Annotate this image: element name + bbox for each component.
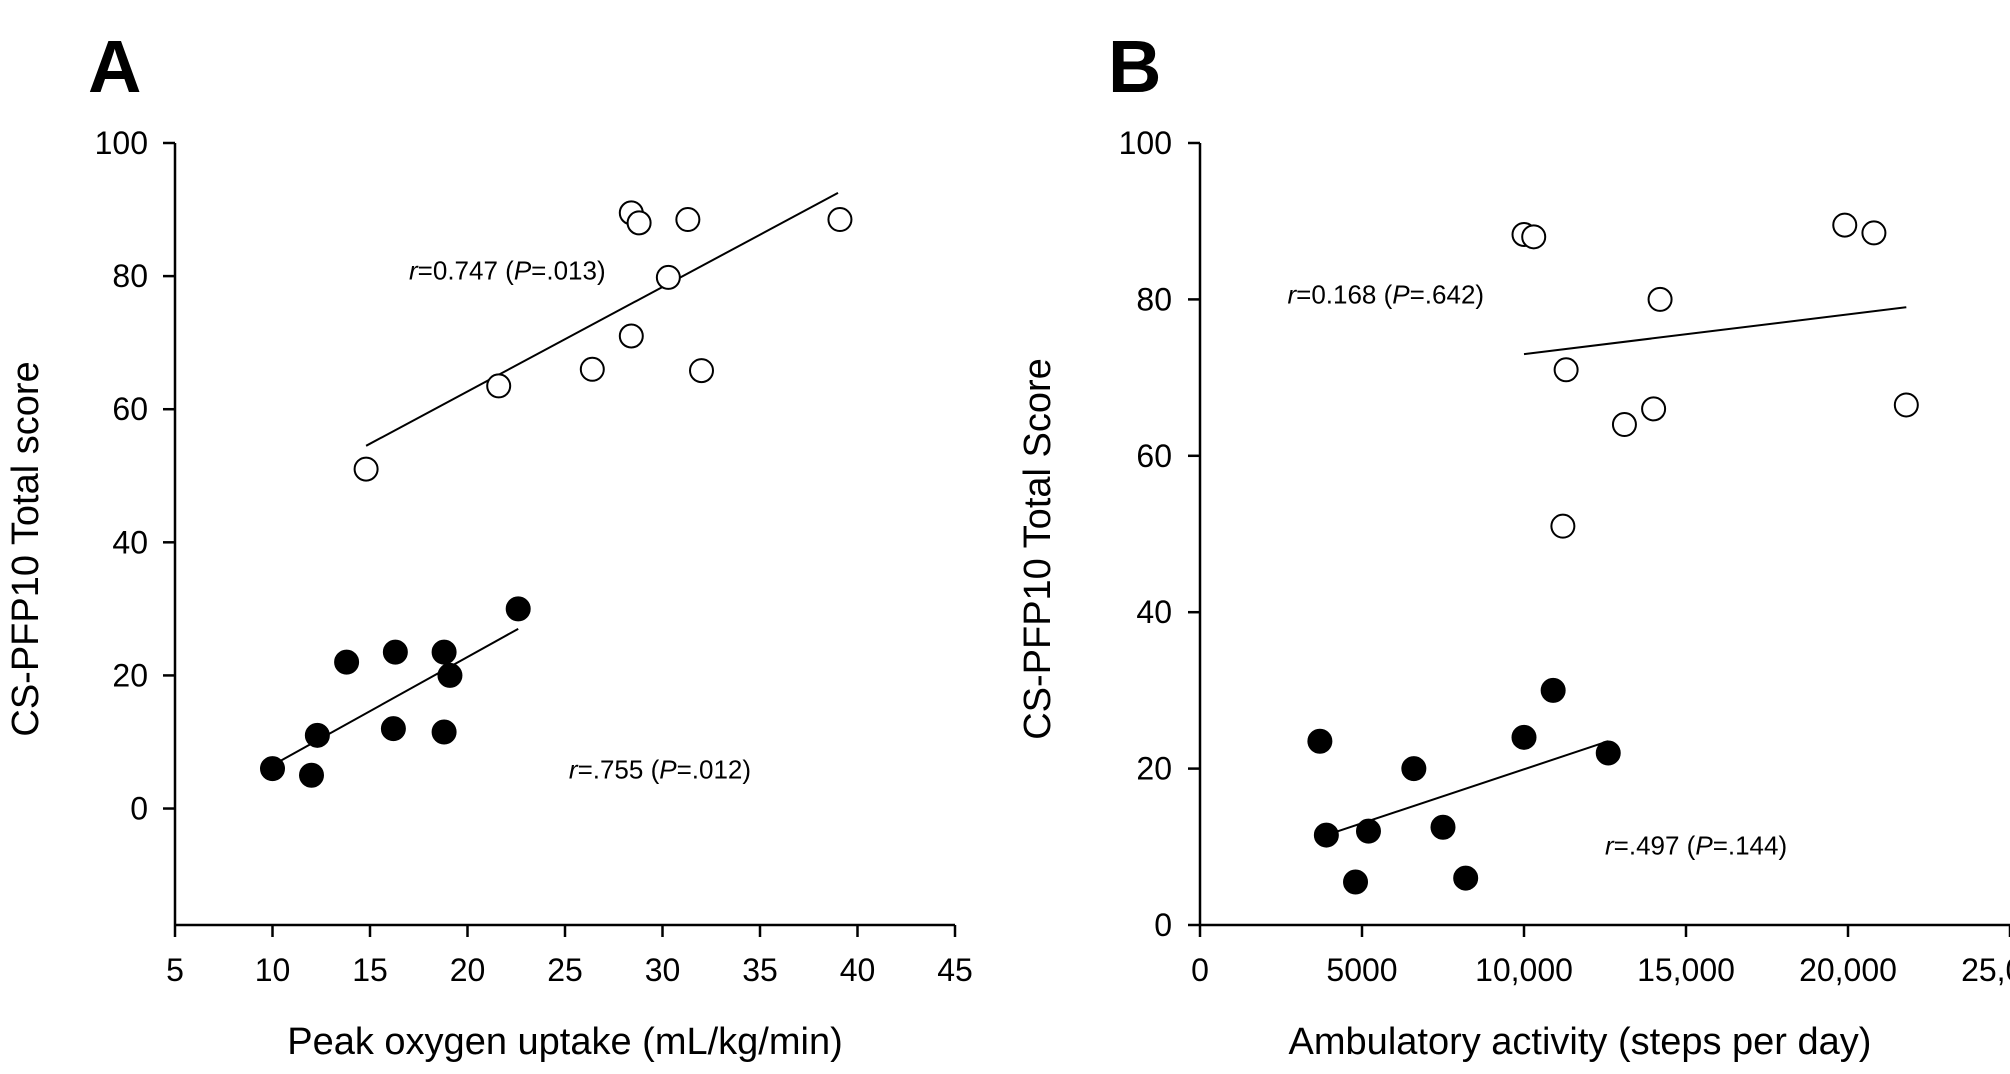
y-tick-label: 100: [1119, 125, 1172, 161]
open-data-point: [579, 356, 605, 382]
open-data-point: [618, 323, 644, 349]
x-axis-title: Peak oxygen uptake (mL/kg/min): [287, 1021, 843, 1063]
x-tick-label: 25: [547, 952, 583, 988]
filled-data-point: [1401, 756, 1427, 782]
panel-letter: A: [88, 25, 141, 108]
y-tick-label: 40: [112, 524, 148, 560]
y-tick-label: 80: [112, 258, 148, 294]
y-tick-label: 60: [1136, 438, 1172, 474]
filled-data-point: [437, 662, 463, 688]
open-data-point: [1550, 513, 1576, 539]
open-data-point: [675, 207, 701, 233]
filled-data-point: [1540, 677, 1566, 703]
y-tick-label: 20: [1136, 751, 1172, 787]
x-tick-label: 40: [840, 952, 876, 988]
filled-data-point: [1355, 818, 1381, 844]
x-tick-label: 10: [255, 952, 291, 988]
y-tick-label: 100: [95, 125, 148, 161]
open-data-point: [626, 210, 652, 236]
open-data-point: [1521, 224, 1547, 250]
panel-a: A 0 20 40 60 80 100 5 10 15 20 25 30 35 40 45 Peak oxyge…: [5, 25, 973, 1063]
series-open-circle: r=0.168 (P=.642): [1287, 212, 1919, 539]
correlation-annotation: r=.497 (P=.144): [1605, 831, 1787, 861]
filled-data-point: [304, 722, 330, 748]
x-tick-label: 15: [352, 952, 388, 988]
y-axis-title: CS-PFP10 Total score: [5, 361, 47, 736]
open-data-point: [1553, 357, 1579, 383]
x-tick-label: 20,000: [1799, 952, 1897, 988]
y-tick-label: 60: [112, 391, 148, 427]
x-tick-label: 15,000: [1637, 952, 1735, 988]
open-data-point: [655, 264, 681, 290]
x-tick-label: 10,000: [1475, 952, 1573, 988]
open-data-point: [1611, 412, 1637, 438]
series-filled-circle: r=.755 (P=.012): [260, 596, 751, 788]
filled-data-point: [431, 719, 457, 745]
filled-data-point: [260, 756, 285, 782]
y-tick-label: 40: [1136, 594, 1172, 630]
filled-data-point: [1313, 822, 1339, 848]
x-axis-title: Ambulatory activity (steps per day): [1289, 1021, 1872, 1063]
x-tick-label: 45: [937, 952, 973, 988]
x-tick-label: 25,000: [1961, 952, 2010, 988]
filled-data-point: [1307, 728, 1333, 754]
open-data-point: [1641, 396, 1667, 422]
filled-data-point: [431, 639, 457, 665]
filled-data-point: [1511, 724, 1537, 750]
x-tick-label: 20: [450, 952, 486, 988]
filled-data-point: [1343, 869, 1369, 895]
regression-line: [1523, 306, 1907, 356]
filled-data-point: [1595, 740, 1621, 766]
x-tick-label: 5000: [1326, 952, 1397, 988]
open-data-point: [1893, 392, 1919, 418]
x-tick-label: 5: [166, 952, 184, 988]
y-tick-label: 0: [1154, 907, 1172, 943]
series-filled-circle: r=.497 (P=.144): [1307, 677, 1787, 895]
open-data-point: [486, 373, 512, 399]
filled-data-point: [1430, 814, 1456, 840]
regression-line: [365, 192, 839, 447]
open-data-point: [353, 456, 379, 482]
filled-data-point: [1453, 865, 1479, 891]
correlation-annotation: r=0.747 (P=.013): [409, 255, 606, 285]
open-data-point: [1832, 212, 1858, 238]
open-data-point: [689, 358, 714, 384]
filled-data-point: [382, 639, 408, 665]
open-data-point: [827, 207, 853, 233]
correlation-annotation: r=.755 (P=.012): [569, 755, 751, 785]
open-data-point: [1647, 286, 1673, 312]
x-tick-label: 35: [742, 952, 778, 988]
x-tick-label: 0: [1191, 952, 1209, 988]
y-axis-title: CS-PFP10 Total Score: [1017, 358, 1059, 740]
panel-b: B 0 20 40 60 80 100 0 5000 10,000 15,000 20,000 25,0…: [1017, 25, 2010, 1063]
open-data-point: [1861, 220, 1887, 246]
filled-data-point: [299, 762, 324, 788]
regression-line: [1326, 740, 1609, 837]
y-tick-label: 0: [130, 791, 148, 827]
series-open-circle: r=0.747 (P=.013): [353, 192, 853, 482]
correlation-annotation: r=0.168 (P=.642): [1287, 279, 1484, 309]
y-tick-label: 80: [1136, 281, 1172, 317]
panel-letter: B: [1108, 25, 1161, 108]
filled-data-point: [505, 596, 531, 622]
y-tick-label: 20: [112, 657, 148, 693]
filled-data-point: [380, 716, 406, 742]
filled-data-point: [334, 649, 360, 675]
x-tick-label: 30: [645, 952, 681, 988]
